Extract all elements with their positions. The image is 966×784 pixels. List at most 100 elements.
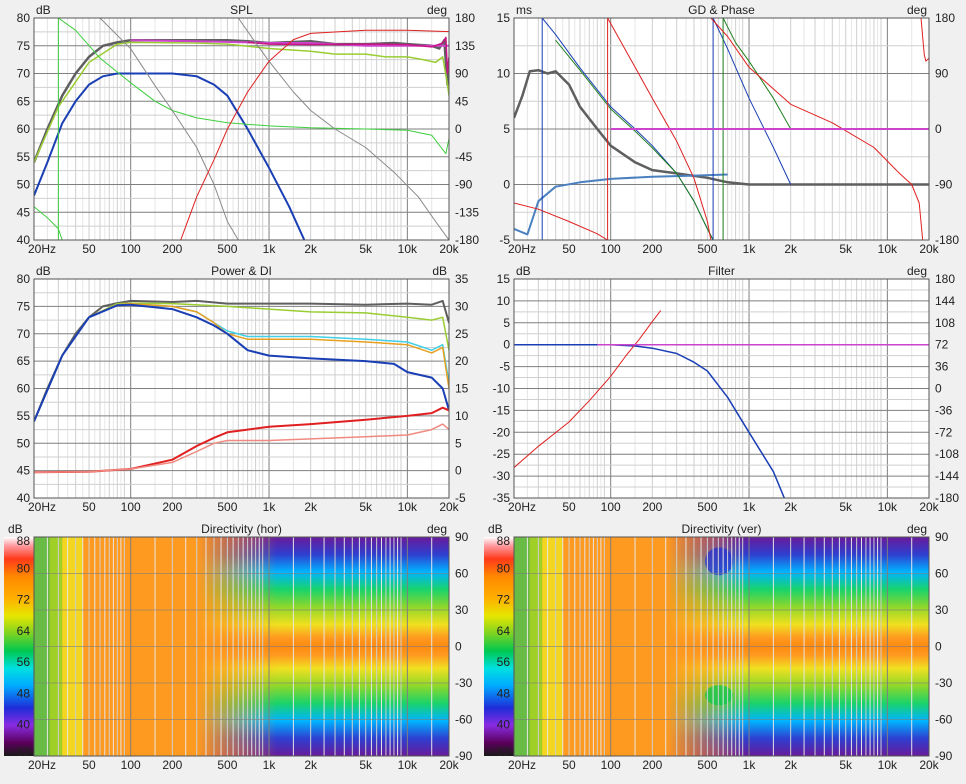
y-tick-label-left: 50 xyxy=(17,436,31,450)
heatmap-lobe-upper xyxy=(705,547,734,576)
x-tick-label: 2k xyxy=(304,242,318,256)
color-tick-label: 64 xyxy=(497,624,511,638)
y-tick-label-right: -180 xyxy=(455,233,479,247)
series-line-red xyxy=(514,310,662,468)
x-tick-label: 200 xyxy=(642,500,662,514)
y-tick-label-right: -144 xyxy=(935,469,959,483)
chart-title: Directivity (ver) xyxy=(682,522,762,536)
y-tick-label-left: -10 xyxy=(493,382,511,396)
y-tick-label-right: 90 xyxy=(455,530,469,544)
series-line-green xyxy=(57,18,449,240)
y-tick-label-left: 0 xyxy=(503,338,510,352)
y-tick-label-right: 36 xyxy=(935,360,949,374)
x-tick-label: 1k xyxy=(263,500,277,514)
y-tick-label-left: 15 xyxy=(497,272,511,286)
x-tick-label: 200 xyxy=(162,758,182,772)
y-tick-label-right: 135 xyxy=(455,39,475,53)
x-tick-label: 100 xyxy=(121,242,141,256)
y-tick-label-right: 144 xyxy=(935,294,955,308)
color-tick-label: 32 xyxy=(497,745,511,759)
x-tick-label: 500 xyxy=(697,242,717,256)
x-tick-label: 10k xyxy=(398,500,418,514)
series-line-salmon xyxy=(34,423,449,474)
y-tick-label-right: -108 xyxy=(935,447,959,461)
x-tick-label: 5k xyxy=(839,500,853,514)
y-axis-unit-right: deg xyxy=(907,522,927,536)
x-tick-label: 2k xyxy=(304,500,318,514)
y-tick-label-right: -45 xyxy=(455,150,473,164)
y-tick-label-right: -5 xyxy=(455,491,466,505)
x-tick-label: 500 xyxy=(697,500,717,514)
y-tick-label-left: 40 xyxy=(17,491,31,505)
x-tick-label: 2k xyxy=(784,500,798,514)
y-tick-label-right: 60 xyxy=(455,567,469,581)
y-tick-label-left: 55 xyxy=(17,150,31,164)
color-tick-label: 88 xyxy=(497,534,511,548)
series-line-gray xyxy=(237,18,449,240)
y-tick-label-right: 0 xyxy=(935,122,942,136)
y-tick-label-right: 180 xyxy=(935,11,955,25)
series-line-green xyxy=(34,206,63,240)
plot-frame xyxy=(513,536,930,757)
y-tick-label-left: 45 xyxy=(17,464,31,478)
y-tick-label-right: 108 xyxy=(935,316,955,330)
y-tick-label-right: -90 xyxy=(455,749,473,763)
series-line-gray xyxy=(99,18,239,240)
y-tick-label-right: 180 xyxy=(935,272,955,286)
y-tick-label-left: -15 xyxy=(493,403,511,417)
x-tick-label: 50 xyxy=(82,758,96,772)
y-tick-label-right: -60 xyxy=(455,713,473,727)
x-tick-label: 50 xyxy=(562,500,576,514)
color-tick-label: 48 xyxy=(497,686,511,700)
color-tick-label: 88 xyxy=(17,534,31,548)
y-tick-label-right: -72 xyxy=(935,425,953,439)
y-axis-unit-right: deg xyxy=(907,264,927,278)
x-tick-label: 200 xyxy=(642,758,662,772)
series-line-blue xyxy=(34,303,449,422)
y-tick-label-right: -180 xyxy=(935,491,959,505)
x-tick-label: 500 xyxy=(217,242,237,256)
x-tick-label: 5k xyxy=(359,242,373,256)
y-axis-unit-left: dB xyxy=(488,522,503,536)
color-tick-label: 80 xyxy=(497,561,511,575)
series-group xyxy=(34,299,449,474)
chart-title: Filter xyxy=(708,264,735,278)
y-tick-label-left: 5 xyxy=(503,122,510,136)
y-tick-label-left: 60 xyxy=(17,122,31,136)
color-bar xyxy=(4,537,34,756)
x-tick-label: 100 xyxy=(601,500,621,514)
y-tick-label-right: 20 xyxy=(455,354,469,368)
y-tick-label-right: -135 xyxy=(455,205,479,219)
x-tick-label: 50 xyxy=(562,242,576,256)
y-axis-unit-right: deg xyxy=(427,3,447,17)
x-tick-label: 20Hz xyxy=(508,242,536,256)
x-tick-label: 10k xyxy=(398,758,418,772)
y-axis-unit-left: dB xyxy=(8,522,23,536)
y-tick-label-left: 50 xyxy=(17,178,31,192)
x-tick-label: 1k xyxy=(743,242,757,256)
y-tick-label-left: 75 xyxy=(17,299,31,313)
x-tick-label: 5k xyxy=(839,758,853,772)
x-tick-label: 50 xyxy=(82,500,96,514)
series-line-red xyxy=(920,18,929,62)
y-tick-label-left: -20 xyxy=(493,425,511,439)
y-tick-label-right: -36 xyxy=(935,403,953,417)
y-tick-label-right: 0 xyxy=(455,122,462,136)
x-tick-label: 100 xyxy=(121,758,141,772)
color-tick-label: 56 xyxy=(497,655,511,669)
x-tick-label: 20Hz xyxy=(508,500,536,514)
y-tick-label-left: 80 xyxy=(17,11,31,25)
x-tick-label: 2k xyxy=(784,758,798,772)
x-tick-label: 5k xyxy=(359,758,373,772)
y-tick-label-left: -35 xyxy=(493,491,511,505)
x-tick-label: 500 xyxy=(217,500,237,514)
color-tick-label: 32 xyxy=(17,745,31,759)
series-line-red xyxy=(607,18,712,240)
y-tick-label-right: 0 xyxy=(935,382,942,396)
x-tick-label: 20Hz xyxy=(28,242,56,256)
x-tick-label: 50 xyxy=(82,242,96,256)
